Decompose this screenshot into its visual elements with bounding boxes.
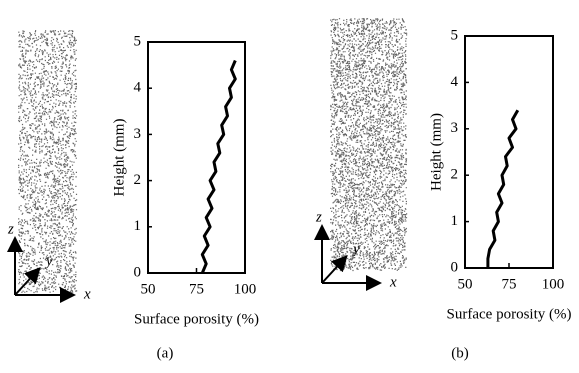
axis-letter: x bbox=[83, 286, 91, 302]
y-tick-label: 4 bbox=[134, 80, 142, 96]
y-tick-label: 5 bbox=[134, 33, 142, 49]
y-axis-label: Height (mm) bbox=[111, 119, 127, 197]
x-tick-label: 50 bbox=[141, 281, 156, 297]
y-tick-label: 0 bbox=[451, 259, 459, 275]
data-line bbox=[202, 61, 235, 274]
x-axis-label: Surface porosity (%) bbox=[134, 311, 259, 327]
axis-letter: z bbox=[7, 221, 14, 237]
y-tick-label: 1 bbox=[134, 218, 142, 234]
axis-letter: y bbox=[351, 241, 360, 257]
x-tick-label: 50 bbox=[458, 276, 473, 292]
y-tick-label: 4 bbox=[451, 74, 459, 90]
y-tick-label: 3 bbox=[134, 126, 142, 142]
axis-letter: z bbox=[315, 209, 322, 225]
y-tick-label: 2 bbox=[451, 167, 459, 183]
caption: (a) bbox=[157, 345, 174, 361]
x-tick-label: 75 bbox=[189, 281, 204, 297]
x-tick-label: 75 bbox=[502, 276, 517, 292]
y-tick-label: 0 bbox=[134, 264, 142, 280]
x-axis-label: Surface porosity (%) bbox=[447, 306, 572, 322]
y-axis-label: Height (mm) bbox=[428, 113, 444, 191]
y-tick-label: 5 bbox=[451, 27, 459, 43]
y-tick-label: 3 bbox=[451, 120, 459, 136]
axis-letter: y bbox=[44, 253, 53, 269]
x-tick-label: 100 bbox=[542, 276, 565, 292]
axis-triad: x y z bbox=[7, 221, 91, 302]
axis-letter: x bbox=[389, 274, 397, 290]
y-tick-label: 2 bbox=[134, 172, 142, 188]
caption: (b) bbox=[451, 345, 469, 361]
specimen-image bbox=[330, 18, 407, 271]
data-line bbox=[488, 110, 518, 268]
plot-frame bbox=[148, 42, 245, 273]
y-tick-label: 1 bbox=[451, 213, 459, 229]
x-tick-label: 100 bbox=[234, 281, 257, 297]
figure: Height (mm)Surface porosity (%)100755054… bbox=[0, 0, 579, 368]
